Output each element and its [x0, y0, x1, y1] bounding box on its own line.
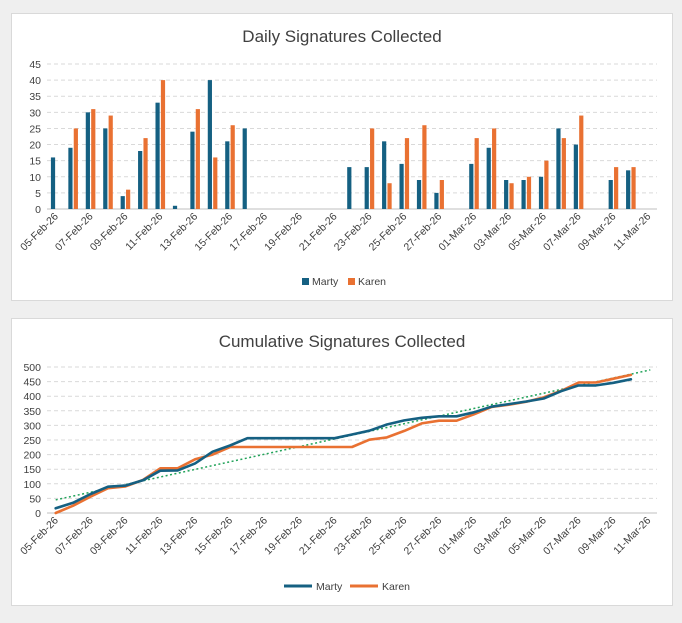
x-tick-label: 09-Feb-26: [88, 515, 131, 558]
bar-karen: [370, 128, 375, 209]
y-tick-label: 45: [29, 59, 41, 71]
legend-marker-marty: [302, 278, 309, 285]
bar-marty: [573, 144, 578, 209]
bar-marty: [364, 167, 369, 209]
bar-karen: [526, 176, 532, 209]
bar-karen: [195, 109, 200, 209]
x-tick-label: 09-Mar-26: [576, 515, 619, 558]
bar-karen: [143, 138, 148, 209]
daily-chart-legend: Marty Karen: [302, 276, 386, 288]
bar-marty: [521, 180, 526, 209]
y-tick-label: 500: [23, 362, 41, 374]
y-tick-label: 40: [29, 75, 41, 87]
cumulative-signatures-chart: Cumulative Signatures Collected 05-Feb-2…: [11, 318, 673, 606]
bar-karen: [509, 183, 514, 209]
y-tick-label: 150: [23, 464, 41, 476]
series-line-marty: [54, 377, 633, 510]
bar-marty: [225, 141, 230, 209]
x-tick-label: 11-Mar-26: [611, 515, 653, 557]
legend-label-karen: Karen: [382, 581, 410, 593]
bar-marty: [138, 151, 143, 209]
bar-marty: [486, 147, 491, 209]
bar-karen: [422, 125, 427, 209]
bar-karen: [561, 138, 566, 209]
bar-marty: [504, 180, 509, 209]
legend-label-marty: Marty: [316, 581, 343, 593]
bar-karen: [108, 115, 113, 209]
bar-karen: [614, 167, 619, 209]
bar-marty: [120, 196, 125, 209]
bar-marty: [242, 128, 247, 209]
legend-marker-karen: [348, 278, 355, 285]
bar-karen: [126, 189, 131, 209]
bar-karen: [213, 157, 218, 209]
bar-karen: [492, 128, 497, 209]
bar-karen: [387, 183, 392, 209]
daily-chart-title: Daily Signatures Collected: [242, 27, 441, 46]
bar-marty: [155, 102, 160, 209]
bar-karen: [474, 138, 479, 209]
y-tick-label: 0: [35, 204, 41, 216]
bar-marty: [382, 141, 387, 209]
bar-marty: [608, 180, 613, 209]
daily-signatures-chart: Daily Signatures Collected 05-Feb-26 07-F…: [11, 13, 673, 301]
bar-marty: [626, 170, 631, 209]
bar-marty: [469, 163, 474, 209]
y-tick-label: 20: [29, 140, 41, 152]
bar-karen: [631, 167, 636, 209]
bar-marty: [190, 131, 195, 209]
bar-karen: [404, 138, 410, 209]
y-tick-label: 35: [29, 91, 41, 103]
bar-marty: [207, 80, 212, 209]
bar-marty: [347, 167, 352, 209]
bar-marty: [50, 157, 56, 209]
bar-marty: [103, 128, 108, 209]
y-tick-label: 400: [23, 391, 41, 403]
bar-marty: [172, 205, 178, 209]
bar-karen: [439, 180, 444, 209]
legend-label-marty: Marty: [312, 276, 339, 288]
series-line-karen: [54, 373, 633, 515]
bar-karen: [160, 80, 166, 209]
bar-marty: [538, 176, 544, 209]
y-tick-label: 350: [23, 406, 41, 418]
bar-karen: [91, 109, 96, 209]
legend-label-karen: Karen: [358, 276, 386, 288]
bar-karen: [579, 115, 584, 209]
y-tick-label: 50: [29, 493, 41, 505]
y-tick-label: 250: [23, 435, 41, 447]
cumulative-chart-title: Cumulative Signatures Collected: [219, 332, 466, 351]
y-tick-label: 300: [23, 420, 41, 432]
bar-marty: [399, 163, 404, 209]
y-tick-label: 5: [35, 188, 41, 200]
bar-karen: [544, 160, 549, 209]
y-tick-label: 200: [23, 450, 41, 462]
x-tick-label: 09-Mar-26: [576, 211, 619, 254]
y-tick-label: 15: [29, 156, 41, 168]
bar-marty: [434, 192, 439, 209]
x-tick-label: 09-Feb-26: [88, 211, 131, 254]
y-tick-label: 100: [23, 479, 41, 491]
bar-marty: [416, 180, 422, 209]
cumulative-chart-svg: Cumulative Signatures Collected 05-Feb-2…: [18, 332, 657, 593]
bar-marty: [556, 128, 561, 209]
y-tick-label: 10: [29, 172, 41, 184]
y-tick-label: 30: [29, 107, 41, 119]
y-tick-label: 450: [23, 377, 41, 389]
y-tick-label: 25: [29, 123, 41, 135]
bar-marty: [68, 147, 73, 209]
cumulative-chart-legend: Marty Karen: [284, 581, 410, 593]
y-tick-label: 0: [35, 508, 41, 520]
bar-marty: [85, 112, 90, 209]
bar-karen: [230, 125, 235, 209]
bar-karen: [73, 128, 78, 209]
x-tick-label: 11-Mar-26: [611, 211, 653, 253]
daily-chart-svg: Daily Signatures Collected 05-Feb-2607-F…: [18, 27, 657, 288]
